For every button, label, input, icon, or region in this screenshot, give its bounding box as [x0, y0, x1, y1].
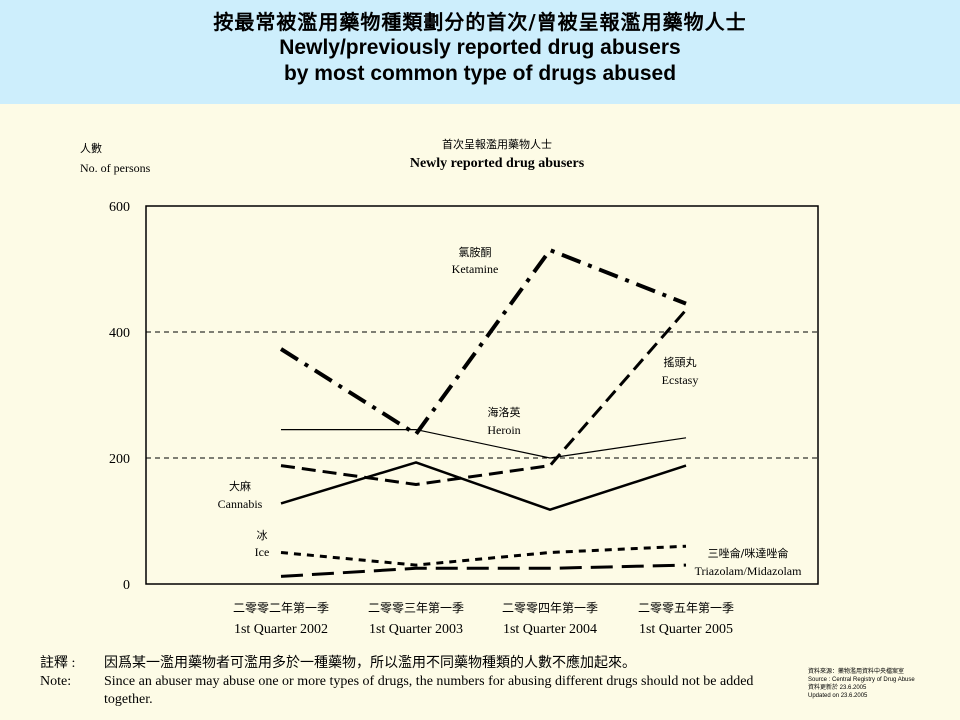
chart-title-zh: 首次呈報濫用藥物人士 — [442, 137, 552, 151]
updated-en: Updated on 23.6.2005 — [808, 693, 868, 699]
series-label-ecstasy: Ecstasy — [662, 373, 699, 387]
chart-title: Newly reported drug abusers — [410, 156, 585, 171]
series-label-heroin: Heroin — [487, 423, 520, 437]
title-en-line1: Newly/previously reported drug abusers — [279, 36, 681, 59]
y-tick-label: 0 — [123, 578, 130, 593]
series-label-zh-ketamine: 氯胺酮 — [459, 245, 492, 259]
series-label-zh-heroin: 海洛英 — [488, 405, 521, 419]
footnote: 註釋 : 因爲某一濫用藥物者可濫用多於一種藥物，所以濫用不同藥物種類的人數不應加… — [40, 655, 760, 709]
line-chart: 首次呈報濫用藥物人士 Newly reported drug abusers 人數 N… — [80, 137, 819, 637]
plot-frame — [145, 205, 819, 585]
y-axis-label: No. of persons — [80, 161, 151, 175]
series-line-cannabis — [280, 461, 687, 511]
series-line-heroin — [281, 429, 687, 459]
series-label-cannabis: Cannabis — [218, 497, 263, 511]
updated-zh: 資料更新於 23.6.2005 — [808, 685, 867, 691]
y-tick-label: 400 — [109, 326, 130, 341]
series-label-triazolam-midazolam: Triazolam/Midazolam — [695, 564, 803, 578]
series-label-zh-ecstasy: 搖頭丸 — [664, 356, 697, 369]
x-tick-label: 1st Quarter 2004 — [503, 622, 597, 637]
x-tick-label-zh: 二零零三年第一季 — [368, 601, 464, 615]
x-tick-label-zh: 二零零二年第一季 — [233, 601, 329, 615]
series-label-ice: Ice — [255, 545, 270, 559]
x-tick-label-zh: 二零零五年第一季 — [638, 601, 734, 615]
y-tick-label: 200 — [109, 452, 130, 467]
note-key-en: Note: — [40, 674, 72, 689]
x-tick-label: 1st Quarter 2005 — [639, 622, 733, 637]
source-block: 資料來源：藥物濫用資料中央檔案室 Source : Central Regist… — [808, 668, 915, 700]
note-text-zh: 因爲某一濫用藥物者可濫用多於一種藥物，所以濫用不同藥物種類的人數不應加起來。 — [104, 656, 636, 671]
series-label-zh-triazolam-midazolam: 三唑侖/咪達唑侖 — [708, 546, 789, 560]
title-en-line2: by most common type of drugs abused — [283, 62, 677, 85]
series-label-ketamine: Ketamine — [452, 262, 499, 276]
title-banner: 按最常被濫用藥物種類劃分的首次/曾被呈報濫用藥物人士 Newly/previou… — [0, 0, 960, 104]
series-label-zh-ice: 冰 — [257, 529, 268, 542]
series-line-ketamine — [279, 248, 687, 437]
series-line-ecstasy — [280, 308, 688, 486]
series-line-ice — [280, 544, 687, 567]
title-zh: 按最常被濫用藥物種類劃分的首次/曾被呈報濫用藥物人士 — [213, 10, 747, 34]
x-tick-label-zh: 二零零四年第一季 — [502, 601, 598, 615]
series-line-triazolam-midazolam — [280, 563, 687, 578]
note-text-en: Since an abuser may abuse one or more ty… — [104, 674, 754, 707]
note-key-zh: 註釋 : — [40, 656, 76, 671]
y-tick-label: 600 — [109, 200, 130, 215]
source-en: Source : Central Registry of Drug Abuse — [808, 677, 915, 683]
x-tick-label: 1st Quarter 2003 — [369, 622, 463, 637]
x-tick-label: 1st Quarter 2002 — [234, 622, 328, 637]
series-label-zh-cannabis: 大麻 — [229, 479, 251, 493]
y-axis-label-zh: 人數 — [80, 142, 102, 155]
source-zh: 資料來源：藥物濫用資料中央檔案室 — [808, 669, 905, 675]
